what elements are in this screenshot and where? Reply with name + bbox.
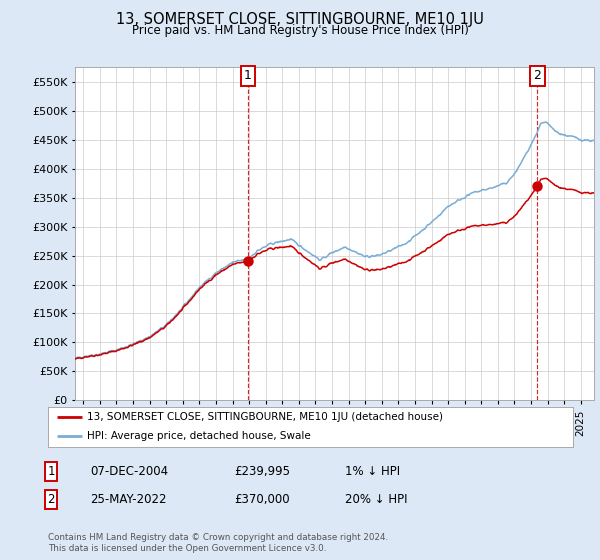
Text: 13, SOMERSET CLOSE, SITTINGBOURNE, ME10 1JU (detached house): 13, SOMERSET CLOSE, SITTINGBOURNE, ME10 …	[88, 413, 443, 422]
Text: 20% ↓ HPI: 20% ↓ HPI	[345, 493, 407, 506]
Text: £370,000: £370,000	[234, 493, 290, 506]
Text: Price paid vs. HM Land Registry's House Price Index (HPI): Price paid vs. HM Land Registry's House …	[131, 24, 469, 37]
Text: 1: 1	[47, 465, 55, 478]
Text: 1: 1	[244, 69, 252, 82]
Text: 07-DEC-2004: 07-DEC-2004	[90, 465, 168, 478]
Text: HPI: Average price, detached house, Swale: HPI: Average price, detached house, Swal…	[88, 431, 311, 441]
Text: 1% ↓ HPI: 1% ↓ HPI	[345, 465, 400, 478]
Text: Contains HM Land Registry data © Crown copyright and database right 2024.
This d: Contains HM Land Registry data © Crown c…	[48, 533, 388, 553]
Text: 13, SOMERSET CLOSE, SITTINGBOURNE, ME10 1JU: 13, SOMERSET CLOSE, SITTINGBOURNE, ME10 …	[116, 12, 484, 27]
Text: 2: 2	[533, 69, 541, 82]
Text: 2: 2	[47, 493, 55, 506]
Text: £239,995: £239,995	[234, 465, 290, 478]
Text: 25-MAY-2022: 25-MAY-2022	[90, 493, 167, 506]
